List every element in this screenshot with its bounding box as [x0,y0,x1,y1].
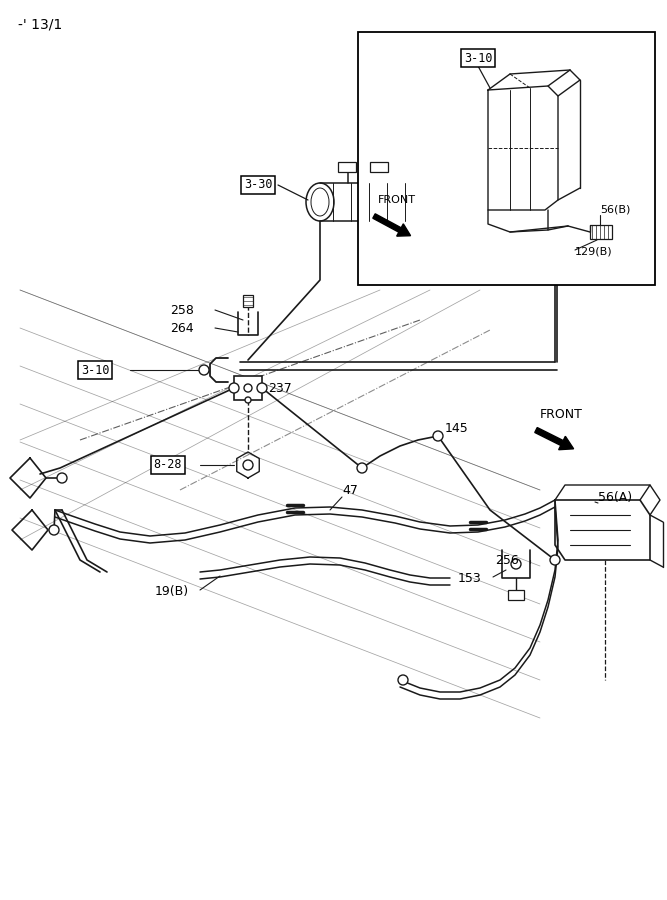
Text: FRONT: FRONT [378,195,416,205]
Text: 3-10: 3-10 [81,364,109,376]
Circle shape [199,365,209,375]
Circle shape [511,559,521,569]
Text: 129(B): 129(B) [575,247,612,257]
Bar [358,32,655,285]
Text: 256: 256 [495,554,519,566]
Bar [508,590,524,600]
Text: 3-10: 3-10 [464,51,492,65]
Circle shape [245,397,251,403]
Bar [338,162,356,172]
Bar [590,225,612,239]
Bar [243,295,253,307]
Text: 19(B): 19(B) [155,586,189,598]
Text: 56(A): 56(A) [598,491,632,505]
Bar [234,376,262,400]
FancyArrow shape [373,214,411,236]
Text: 3-30: 3-30 [243,178,272,192]
Circle shape [244,384,252,392]
Text: FRONT: FRONT [540,409,583,421]
Text: 264: 264 [170,321,193,335]
Text: 56(B): 56(B) [600,205,630,215]
Circle shape [433,431,443,441]
Circle shape [398,675,408,685]
Ellipse shape [399,183,417,221]
Text: 8-28: 8-28 [154,458,182,472]
Text: 153: 153 [458,572,482,584]
Circle shape [357,463,367,473]
Ellipse shape [306,183,334,221]
Circle shape [49,525,59,535]
Circle shape [57,473,67,483]
Text: -' 13/1: -' 13/1 [18,18,62,32]
Circle shape [229,383,239,393]
Bar [370,162,388,172]
Text: 145: 145 [445,421,469,435]
Text: 237: 237 [268,382,291,394]
FancyArrow shape [535,428,574,450]
Circle shape [550,555,560,565]
Circle shape [243,460,253,470]
Ellipse shape [311,188,329,216]
Text: 47: 47 [342,483,358,497]
Circle shape [257,383,267,393]
Text: 258: 258 [170,303,194,317]
